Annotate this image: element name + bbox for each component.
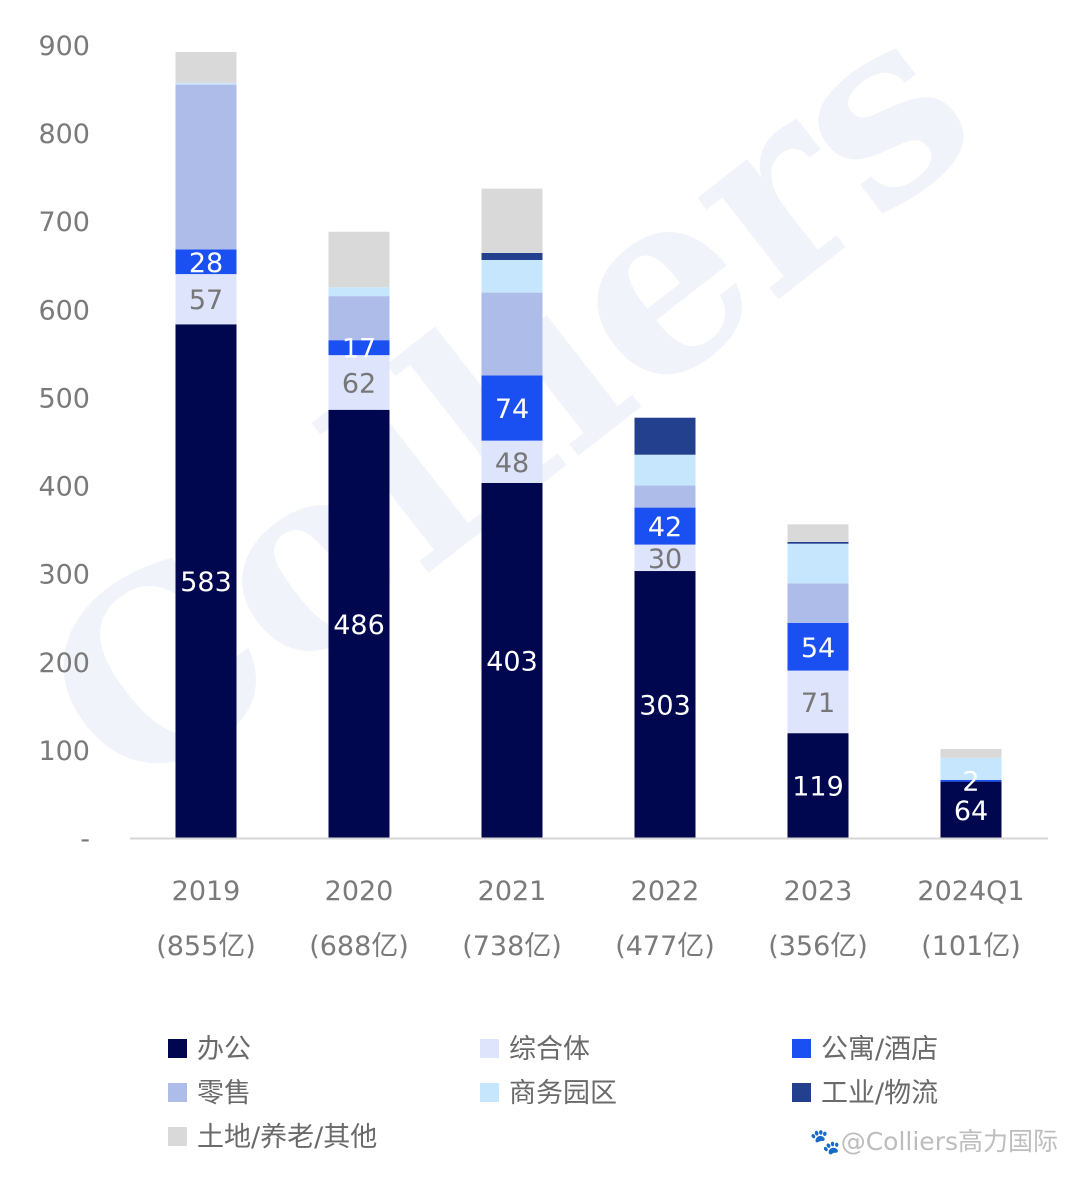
bar-segment (787, 541, 849, 544)
bar-segment (940, 779, 1002, 782)
data-label: 303 (639, 691, 691, 722)
x-tick-total-label: (738亿) (462, 931, 562, 962)
bar-segment (787, 524, 849, 542)
credit-text: 🐾@Colliers高力国际 (810, 1127, 1058, 1156)
y-tick-label: 700 (38, 207, 90, 238)
y-tick-label: 900 (38, 31, 90, 62)
bar-segment (634, 571, 696, 838)
bar-segment (634, 417, 696, 455)
bar-segment (175, 249, 237, 275)
bar-segment (481, 292, 543, 376)
x-tick-total-label: (477亿) (615, 931, 715, 962)
bar-segment (481, 188, 543, 253)
x-tick-label: 2022 (631, 876, 700, 907)
y-tick-label: 300 (38, 560, 90, 591)
bar-segment (787, 623, 849, 671)
bar-segment (940, 781, 1002, 838)
data-label: 71 (801, 688, 835, 719)
x-tick-label: 2021 (478, 876, 547, 907)
data-label: 28 (189, 248, 223, 279)
y-tick-label: 500 (38, 383, 90, 414)
bar-segment (175, 324, 237, 838)
data-label: 403 (486, 646, 538, 677)
data-label: 57 (189, 285, 223, 316)
legend-label: 公寓/酒店 (821, 1034, 938, 1065)
bar-segment (940, 749, 1002, 758)
bar-segment (175, 52, 237, 83)
data-label: 64 (954, 796, 988, 827)
data-label: 62 (342, 368, 376, 399)
x-tick-total-label: (855亿) (156, 931, 256, 962)
legend-label: 综合体 (509, 1034, 590, 1065)
legend-label: 商务园区 (509, 1078, 617, 1109)
bar-segment (481, 375, 543, 441)
data-label: 119 (792, 772, 844, 803)
legend-swatch (168, 1127, 187, 1146)
legend-swatch (792, 1083, 811, 1102)
data-label: 583 (180, 567, 232, 598)
x-tick-total-label: (688亿) (309, 931, 409, 962)
bar-segment (481, 252, 543, 260)
data-label: 48 (495, 448, 529, 479)
bar-segment (328, 340, 390, 356)
bar-segment (328, 409, 390, 838)
bar-segment (328, 231, 390, 288)
bar-segment (940, 757, 1002, 780)
x-tick-label: 2023 (784, 876, 853, 907)
data-label: 74 (495, 394, 529, 425)
bar-segment (787, 543, 849, 584)
bar-segment (634, 454, 696, 486)
bar-segment (328, 296, 390, 341)
bar-segment (787, 733, 849, 838)
bar-segment (634, 507, 696, 545)
legend-label: 工业/物流 (821, 1078, 938, 1109)
data-label: 486 (333, 610, 385, 641)
bar-segment (175, 274, 237, 325)
bar-segment (787, 670, 849, 734)
legend-swatch (480, 1083, 499, 1102)
x-tick-total-label: (356亿) (768, 931, 868, 962)
bar-segment (481, 440, 543, 483)
y-tick-label: 800 (38, 119, 90, 150)
bar-segment (634, 544, 696, 572)
data-label: 54 (801, 633, 835, 664)
legend-swatch (168, 1083, 187, 1102)
bar-segment (634, 485, 696, 508)
x-tick-total-label: (101亿) (921, 931, 1021, 962)
data-label: 17 (342, 334, 376, 365)
bar-segment (328, 287, 390, 297)
x-tick-label: 2020 (325, 876, 394, 907)
bar-segment (175, 82, 237, 85)
x-tick-label: 2019 (172, 876, 241, 907)
y-tick-label: - (80, 824, 90, 855)
bar-segment (481, 259, 543, 293)
legend-label: 零售 (197, 1078, 251, 1109)
bar-segment (787, 583, 849, 624)
bar-segment (481, 482, 543, 838)
data-label: 42 (648, 512, 682, 543)
legend-swatch (168, 1039, 187, 1058)
data-label: 30 (648, 544, 682, 575)
bar-segment (175, 84, 237, 250)
y-tick-label: 100 (38, 736, 90, 767)
legend-swatch (792, 1039, 811, 1058)
y-tick-label: 600 (38, 295, 90, 326)
bar-segment (328, 355, 390, 410)
data-label: 2 (962, 767, 979, 798)
y-tick-label: 200 (38, 648, 90, 679)
y-tick-label: 400 (38, 472, 90, 503)
legend-label: 土地/养老/其他 (197, 1122, 377, 1153)
legend-swatch (480, 1039, 499, 1058)
legend-label: 办公 (197, 1034, 251, 1065)
x-tick-label: 2024Q1 (917, 876, 1024, 907)
